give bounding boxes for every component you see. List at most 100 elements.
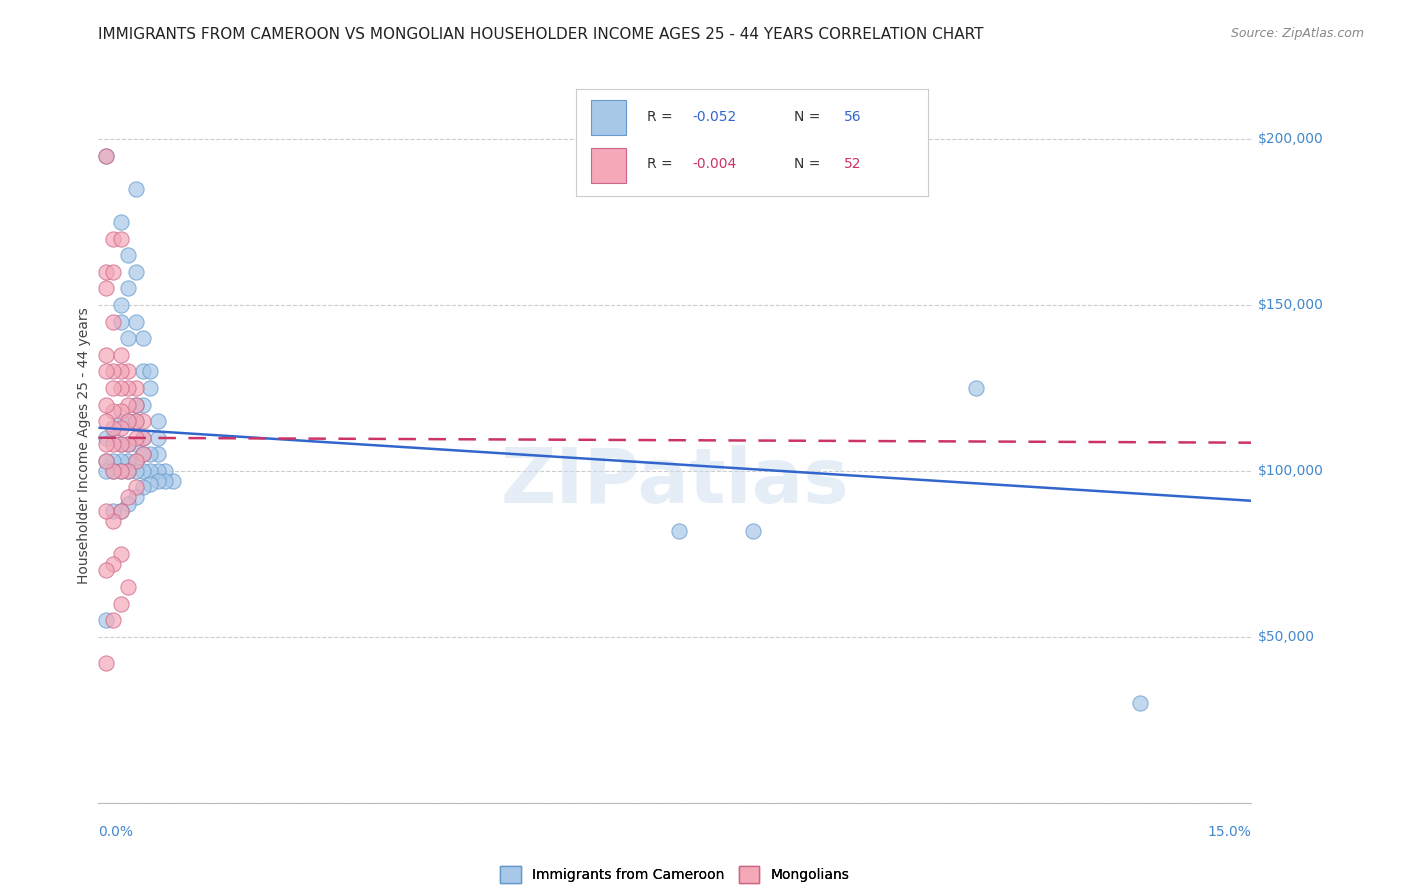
Point [146,447,169,461]
Point [124,491,146,505]
Y-axis label: Householder Income Ages 25 - 44 years: Householder Income Ages 25 - 44 years [77,308,91,584]
FancyBboxPatch shape [591,148,626,184]
Point [132,447,155,461]
Text: R =: R = [647,110,676,124]
Point [110,437,132,451]
Point [742,524,765,538]
Text: 56: 56 [844,110,862,124]
Point [132,431,155,445]
Point [139,447,162,461]
Point [103,514,125,528]
Text: ZIPatlas: ZIPatlas [501,445,849,518]
Point [110,404,132,418]
Point [117,281,139,295]
Text: $50,000: $50,000 [1258,630,1316,644]
Point [117,437,139,451]
Point [965,381,987,395]
Point [103,454,125,468]
Point [110,215,132,229]
Point [110,381,132,395]
Point [124,381,146,395]
Point [117,248,139,262]
Point [117,580,139,594]
Text: $150,000: $150,000 [1258,298,1324,312]
Text: $200,000: $200,000 [1258,132,1324,146]
Point [103,464,125,478]
Point [124,431,146,445]
Point [1129,696,1152,710]
Point [124,265,146,279]
Point [110,348,132,362]
Point [103,464,125,478]
Point [110,464,132,478]
Legend: Immigrants from Cameroon, Mongolians: Immigrants from Cameroon, Mongolians [495,861,855,888]
Point [117,381,139,395]
Text: Source: ZipAtlas.com: Source: ZipAtlas.com [1230,27,1364,40]
Point [94,504,117,518]
Point [103,437,125,451]
Point [132,414,155,428]
Point [117,414,139,428]
Point [146,464,169,478]
Point [94,464,117,478]
Text: -0.052: -0.052 [692,110,737,124]
Point [110,454,132,468]
FancyBboxPatch shape [591,100,626,136]
Point [124,314,146,328]
Point [110,298,132,312]
Point [155,474,177,488]
Text: N =: N = [794,110,825,124]
Point [103,265,125,279]
Point [103,364,125,378]
Point [94,364,117,378]
Point [94,397,117,411]
Point [132,464,155,478]
Point [117,437,139,451]
Point [132,364,155,378]
Text: 15.0%: 15.0% [1208,825,1251,839]
Point [117,497,139,511]
Point [146,414,169,428]
Point [94,454,117,468]
Point [103,231,125,245]
Text: $100,000: $100,000 [1258,464,1324,478]
Point [124,481,146,495]
Point [103,557,125,571]
Point [124,454,146,468]
Point [162,474,184,488]
Point [146,474,169,488]
Point [94,148,117,162]
Point [94,281,117,295]
Point [117,464,139,478]
Point [132,331,155,345]
Point [94,414,117,428]
Point [110,464,132,478]
Point [117,414,139,428]
Point [94,454,117,468]
Point [94,431,117,445]
Point [668,524,690,538]
Text: IMMIGRANTS FROM CAMEROON VS MONGOLIAN HOUSEHOLDER INCOME AGES 25 - 44 YEARS CORR: IMMIGRANTS FROM CAMEROON VS MONGOLIAN HO… [98,27,984,42]
Point [110,547,132,561]
Point [117,491,139,505]
Point [94,564,117,578]
Point [132,397,155,411]
Point [94,148,117,162]
Point [124,454,146,468]
Point [94,613,117,627]
Point [132,431,155,445]
Point [117,331,139,345]
Point [110,437,132,451]
Point [124,414,146,428]
Point [139,364,162,378]
Point [139,381,162,395]
Point [124,397,146,411]
Point [110,314,132,328]
Point [117,397,139,411]
Point [132,481,155,495]
Point [110,421,132,435]
Text: N =: N = [794,157,825,171]
Point [124,182,146,196]
Point [103,381,125,395]
Point [139,464,162,478]
